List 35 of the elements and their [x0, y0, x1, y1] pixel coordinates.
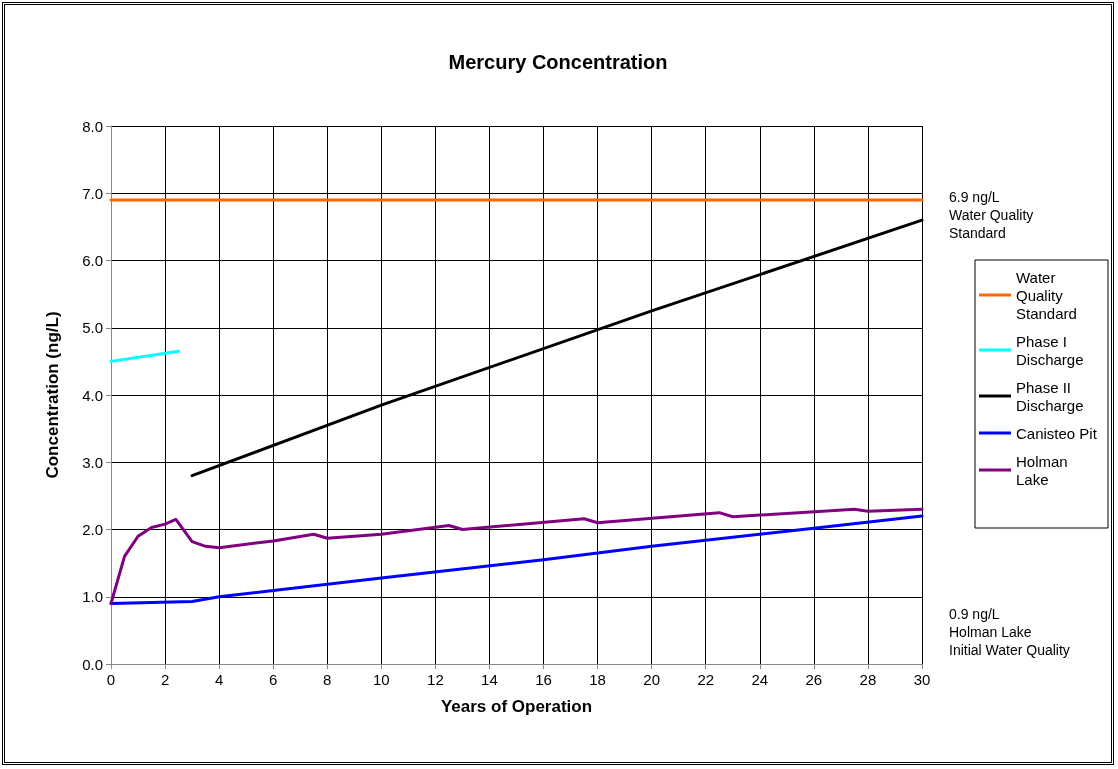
- legend-label: Phase I Discharge: [1016, 332, 1084, 368]
- chart-title: Mercury Concentration: [448, 51, 668, 73]
- legend-label: Water Quality Standard: [1016, 268, 1077, 322]
- x-tick-label: 0: [106, 671, 116, 688]
- annotation: 6.9 ng/L Water Quality Standard: [949, 188, 1034, 241]
- x-tick-label: 30: [913, 671, 931, 688]
- y-axis-title: Concentration (ng/L): [43, 311, 62, 479]
- y-tick-label: 6.0: [82, 252, 103, 269]
- x-tick-label: 18: [589, 671, 606, 688]
- x-tick-label: 10: [372, 671, 390, 688]
- legend-label: Holman Lake: [1016, 452, 1072, 488]
- x-tick-label: 4: [214, 671, 224, 688]
- x-tick-label: 20: [643, 671, 661, 688]
- x-tick-label: 16: [535, 671, 552, 688]
- x-tick-label: 2: [160, 671, 170, 688]
- y-tick-label: 7.0: [82, 184, 103, 202]
- y-tick-label: 4.0: [82, 386, 103, 404]
- x-tick-label: 24: [751, 671, 769, 688]
- y-tick-label: 2.0: [82, 521, 103, 538]
- legend-label: Canisteo Pit: [1016, 424, 1098, 442]
- y-tick-label: 1.0: [82, 588, 103, 606]
- x-tick-label: 22: [697, 671, 715, 688]
- y-tick-label: 3.0: [82, 453, 103, 471]
- x-tick-label: 14: [481, 671, 498, 688]
- y-tick-label: 0.0: [82, 655, 103, 673]
- legend-label: Phase II Discharge: [1016, 378, 1084, 414]
- text: 0.9 ng/L Holman Lake Initial Water Quality: [949, 606, 1070, 658]
- x-tick-label: 28: [859, 671, 877, 688]
- x-axis-title: Years of Operation: [440, 697, 593, 716]
- x-tick-label: 26: [805, 671, 823, 688]
- y-tick-label: 8.0: [82, 117, 103, 135]
- x-tick-label: 8: [323, 671, 332, 688]
- x-tick-label: 6: [269, 671, 278, 688]
- y-tick-label: 5.0: [82, 319, 103, 337]
- x-tick-label: 12: [427, 671, 444, 688]
